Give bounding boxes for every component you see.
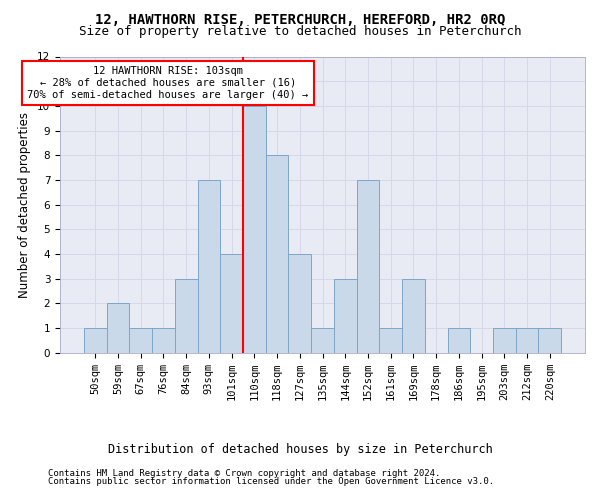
Bar	[515, 328, 538, 353]
Bar	[311, 328, 334, 353]
Bar	[493, 328, 515, 353]
Text: 12, HAWTHORN RISE, PETERCHURCH, HEREFORD, HR2 0RQ: 12, HAWTHORN RISE, PETERCHURCH, HEREFORD…	[95, 12, 505, 26]
Bar	[130, 328, 152, 353]
Bar	[379, 328, 402, 353]
Text: Contains HM Land Registry data © Crown copyright and database right 2024.: Contains HM Land Registry data © Crown c…	[48, 468, 440, 477]
Bar	[448, 328, 470, 353]
Bar	[197, 180, 220, 353]
Bar	[289, 254, 311, 353]
Bar	[152, 328, 175, 353]
Bar	[356, 180, 379, 353]
Text: Distribution of detached houses by size in Peterchurch: Distribution of detached houses by size …	[107, 442, 493, 456]
Bar	[107, 304, 130, 353]
Bar	[84, 328, 107, 353]
Text: 12 HAWTHORN RISE: 103sqm
← 28% of detached houses are smaller (16)
70% of semi-d: 12 HAWTHORN RISE: 103sqm ← 28% of detach…	[28, 66, 308, 100]
Y-axis label: Number of detached properties: Number of detached properties	[19, 112, 31, 298]
Bar	[220, 254, 243, 353]
Bar	[266, 156, 289, 353]
Bar	[175, 278, 197, 353]
Text: Size of property relative to detached houses in Peterchurch: Size of property relative to detached ho…	[79, 25, 521, 38]
Bar	[243, 106, 266, 353]
Bar	[402, 278, 425, 353]
Text: Contains public sector information licensed under the Open Government Licence v3: Contains public sector information licen…	[48, 477, 494, 486]
Bar	[334, 278, 356, 353]
Bar	[538, 328, 561, 353]
